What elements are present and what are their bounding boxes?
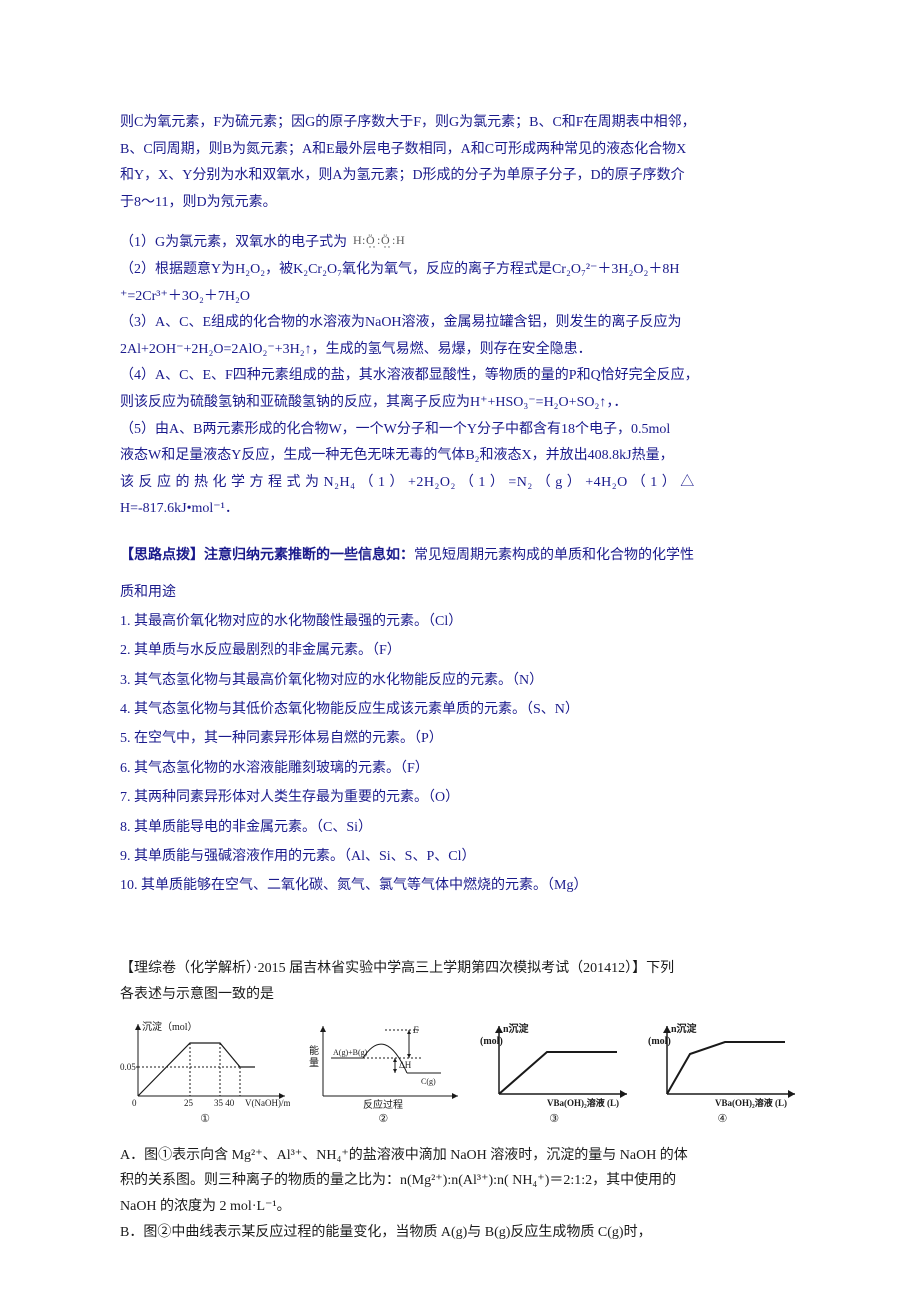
c1-ylabel: 沉淀（mol）: [142, 1020, 198, 1033]
opt-a-2: 积的关系图。则三种离子的物质的量之比为：n(Mg²⁺):n(Al³⁺):n( N…: [120, 1173, 676, 1188]
chart-2: 能 量 A(g)+B(g) E ΔH C(g): [303, 1018, 463, 1125]
list-item: 5. 在空气中，其一种同素异形体易自燃的元素。（P）: [120, 724, 800, 753]
question-src2: 各表述与示意图一致的是: [120, 987, 274, 1002]
charts-row: 沉淀（mol） 0.05 25 35 40 V(NaOH)/mL 0 ①: [120, 1018, 800, 1125]
c3-ylabel: n沉淀: [503, 1022, 530, 1035]
top-line-3: 和Y，X、Y分别为水和双氧水，则A为氢元素；D形成的分子为单原子分子，D的原子序…: [120, 168, 685, 183]
list-item: 1. 其最高价氧化物对应的水化物酸性最强的元素。（Cl）: [120, 607, 800, 636]
chart-2-num: ②: [378, 1112, 388, 1125]
answer-4b: 则该反应为硫酸氢钠和亚硫酸氢钠的反应，其离子反应为H⁺+HSO₃⁻=H₂O+SO…: [120, 395, 627, 410]
top-line-1: 则C为氧元素，F为硫元素；因G的原子序数大于F，则G为氯元素；B、C和F在周期表…: [120, 115, 696, 130]
answer-1: （1）G为氯元素，双氧水的电子式为: [120, 235, 347, 250]
c2-dh: ΔH: [399, 1060, 412, 1070]
opt-b-1: B．图②中曲线表示某反应过程的能量变化，当物质 A(g)与 B(g)反应生成物质…: [120, 1225, 652, 1240]
c2-xlabel: 反应过程: [363, 1098, 403, 1110]
svg-text::: :: [377, 233, 380, 247]
top-paragraph: 则C为氧元素，F为硫元素；因G的原子序数大于F，则G为氯元素；B、C和F在周期表…: [120, 110, 800, 216]
svg-text:H: H: [396, 233, 405, 247]
c1-xtick-25: 25: [184, 1098, 194, 1108]
list-item: 3. 其气态氢化物与其最高价氧化物对应的水化物能反应的元素。（N）: [120, 666, 800, 695]
svg-text::: :: [362, 233, 365, 247]
svg-text:0: 0: [132, 1098, 137, 1108]
c1-xtick-3540: 35 40: [214, 1098, 235, 1108]
answer-2b: ⁺=2Cr³⁺＋3O₂＋7H₂O: [120, 289, 250, 304]
c4-ylabel: n沉淀: [671, 1022, 698, 1035]
svg-text:Ö: Ö: [366, 233, 375, 247]
c3-xlabel: VBa(OH)₂溶液 (L): [547, 1097, 619, 1108]
list-item: 8. 其单质能导电的非金属元素。（C、Si）: [120, 813, 800, 842]
answer-3b: 2Al+2OH⁻+2H₂O=2AlO₂⁻+3H₂↑，生成的氢气易燃、易爆，则存在…: [120, 342, 592, 357]
svg-text:H: H: [353, 233, 362, 247]
tips-title: 【思路点拨】注意归纳元素推断的一些信息如：: [120, 546, 414, 562]
c1-xlabel: V(NaOH)/mL: [245, 1098, 290, 1108]
list-item: 4. 其气态氢化物与其低价态氧化物能反应生成该元素单质的元素。（S、N）: [120, 695, 800, 724]
options-block: A．图①表示向含 Mg²⁺、Al³⁺、NH₄⁺的盐溶液中滴加 NaOH 溶液时，…: [120, 1143, 800, 1247]
lewis-formula-icon: H : Ö : Ö : H: [353, 231, 407, 248]
tips-tail2: 质和用途: [120, 576, 800, 607]
tips-list: 1. 其最高价氧化物对应的水化物酸性最强的元素。（Cl） 2. 其单质与水反应最…: [120, 607, 800, 901]
svg-text:能: 能: [309, 1044, 319, 1057]
c4-xlabel: VBa(OH)₂溶液 (L): [715, 1097, 787, 1108]
list-item: 2. 其单质与水反应最剧烈的非金属元素。（F）: [120, 636, 800, 665]
svg-text:量: 量: [309, 1057, 319, 1069]
answer-3a: （3）A、C、E组成的化合物的水溶液为NaOH溶液，金属易拉罐含铝，则发生的离子…: [120, 315, 682, 330]
c3-yunit: (mol): [480, 1036, 503, 1047]
question-block: 【理综卷（化学解析）·2015 届吉林省实验中学高三上学期第四次模拟考试（201…: [120, 956, 800, 1008]
answers-block: （1）G为氯元素，双氧水的电子式为 H : Ö : Ö : H （2）根据题意Y…: [120, 230, 800, 523]
chart-3: n沉淀 (mol) VBa(OH)₂溶液 (L) ③: [477, 1018, 632, 1125]
tips-block: 【思路点拨】注意归纳元素推断的一些信息如：常见短周期元素构成的单质和化合物的化学…: [120, 537, 800, 607]
top-line-2: B、C同周期，则B为氮元素；A和E最外层电子数相同，A和C可形成两种常见的液态化…: [120, 142, 686, 157]
list-item: 9. 其单质能与强碱溶液作用的元素。（Al、Si、S、P、Cl）: [120, 842, 800, 871]
chart-1-num: ①: [200, 1112, 210, 1125]
chart-1: 沉淀（mol） 0.05 25 35 40 V(NaOH)/mL 0 ①: [120, 1018, 290, 1125]
c4-yunit: (mol): [648, 1036, 671, 1047]
answer-2a: （2）根据题意Y为H₂O₂，被K₂Cr₂O₇氧化为氧气，反应的离子方程式是Cr₂…: [120, 262, 680, 277]
answer-4a: （4）A、C、E、F四种元素组成的盐，其水溶液都显酸性，等物质的量的P和Q恰好完…: [120, 368, 699, 383]
svg-text::: :: [392, 233, 395, 247]
c2-ab: A(g)+B(g): [333, 1048, 368, 1057]
answer-5b: 液态W和足量液态Y反应，生成一种无色无味无毒的气体B₂和液态X，并放出408.8…: [120, 448, 674, 463]
c2-e: E: [412, 1025, 419, 1035]
chart-3-num: ③: [549, 1112, 559, 1125]
list-item: 10. 其单质能够在空气、二氧化碳、氮气、氯气等气体中燃烧的元素。（Mg）: [120, 871, 800, 900]
tips-tail: 常见短周期元素构成的单质和化合物的化学性: [414, 546, 694, 562]
opt-a-3: NaOH 的浓度为 2 mol·L⁻¹。: [120, 1199, 291, 1214]
c1-ytick: 0.05: [120, 1062, 136, 1072]
list-item: 6. 其气态氢化物的水溶液能雕刻玻璃的元素。（F）: [120, 754, 800, 783]
top-line-4: 于8～11，则D为氖元素。: [120, 195, 277, 210]
page: 则C为氧元素，F为硫元素；因G的原子序数大于F，则G为氯元素；B、C和F在周期表…: [0, 0, 920, 1306]
opt-a-1: A．图①表示向含 Mg²⁺、Al³⁺、NH₄⁺的盐溶液中滴加 NaOH 溶液时，…: [120, 1148, 688, 1163]
svg-text:Ö: Ö: [381, 233, 390, 247]
list-item: 7. 其两种同素异形体对人类生存最为重要的元素。（O）: [120, 783, 800, 812]
c2-c: C(g): [421, 1077, 436, 1086]
chart-4-num: ④: [718, 1112, 728, 1125]
answer-5d: H=-817.6kJ•mol⁻¹．: [120, 501, 239, 516]
answer-5a: （5）由A、B两元素形成的化合物W，一个W分子和一个Y分子中都含有18个电子，0…: [120, 422, 670, 437]
chart-4: n沉淀 (mol) VBa(OH)₂溶液 (L) ④: [645, 1018, 800, 1125]
answer-5c: 该 反 应 的 热 化 学 方 程 式 为 N₂H₄ （ 1 ） +2H₂O₂ …: [120, 475, 695, 490]
question-src: 【理综卷（化学解析）·2015 届吉林省实验中学高三上学期第四次模拟考试（201…: [120, 961, 674, 976]
